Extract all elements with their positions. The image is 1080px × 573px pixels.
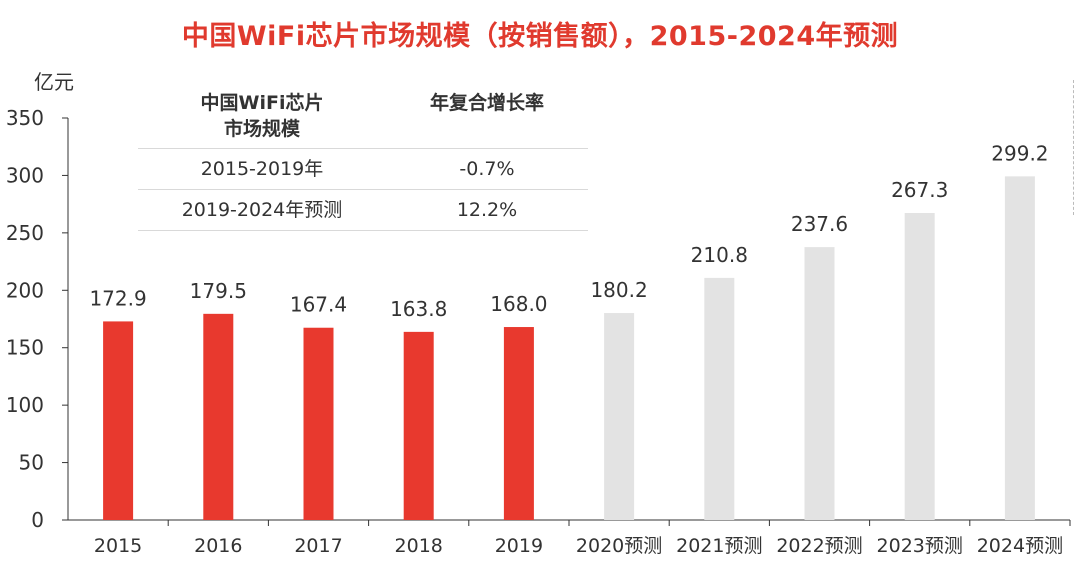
x-tick-label: 2015 [94, 535, 142, 557]
bar [904, 212, 935, 520]
data-label: 167.4 [290, 293, 347, 317]
y-tick-label: 200 [6, 278, 44, 302]
y-tick-label: 50 [19, 451, 44, 475]
chart-title: 中国WiFi芯片市场规模（按销售额），2015-2024年预测 [181, 21, 899, 52]
bar [804, 247, 835, 520]
dashed-divider [1073, 80, 1074, 215]
x-tick-label: 2017 [294, 535, 342, 557]
y-tick-label: 0 [31, 508, 44, 532]
cagr-table-header: 中国WiFi芯片 市场规模 年复合增长率 [138, 88, 588, 149]
data-label: 237.6 [791, 212, 848, 236]
cagr-period: 2019-2024年预测 [181, 199, 343, 221]
data-label: 172.9 [89, 286, 146, 310]
cagr-header-market: 中国WiFi芯片 市场规模 [138, 88, 386, 142]
data-label: 299.2 [991, 141, 1048, 165]
data-label: 163.8 [390, 297, 447, 321]
y-tick-label: 250 [6, 221, 44, 245]
x-tick-label: 2023预测 [877, 535, 963, 557]
cagr-header-market-line2: 市场规模 [223, 118, 300, 140]
bar [704, 277, 735, 520]
cagr-header-rate: 年复合增长率 [429, 92, 544, 114]
cagr-table: 中国WiFi芯片 市场规模 年复合增长率 2015-2019年 -0.7% 201… [138, 88, 588, 231]
x-tick-label: 2016 [194, 535, 242, 557]
bar [503, 327, 534, 520]
x-tick-label: 2018 [395, 535, 443, 557]
bar [604, 313, 635, 520]
x-tick-label: 2020预测 [576, 535, 662, 557]
y-tick-label: 100 [6, 393, 44, 417]
x-tick-label: 2019 [495, 535, 543, 557]
cagr-table-row: 2015-2019年 -0.7% [138, 149, 588, 190]
data-label: 168.0 [490, 292, 547, 316]
data-label: 210.8 [691, 243, 748, 267]
y-tick-label: 150 [6, 336, 44, 360]
bar [1004, 176, 1035, 521]
bar [303, 327, 334, 520]
bar [203, 313, 234, 520]
cagr-period: 2015-2019年 [200, 158, 324, 180]
bar [403, 331, 434, 520]
x-tick-label: 2024预测 [977, 535, 1063, 557]
data-label: 180.2 [590, 278, 647, 302]
x-tick-label: 2022预测 [776, 535, 862, 557]
cagr-header-market-line1: 中国WiFi芯片 [200, 92, 324, 114]
cagr-rate: 12.2% [456, 199, 518, 221]
data-label: 267.3 [891, 178, 948, 202]
bar [103, 321, 134, 520]
y-axis-unit: 亿元 [34, 70, 74, 94]
cagr-table-row: 2019-2024年预测 12.2% [138, 190, 588, 231]
data-label: 179.5 [190, 279, 247, 303]
y-tick-label: 350 [6, 106, 44, 130]
y-tick-label: 300 [6, 163, 44, 187]
x-tick-label: 2021预测 [676, 535, 762, 557]
cagr-rate: -0.7% [459, 158, 515, 180]
